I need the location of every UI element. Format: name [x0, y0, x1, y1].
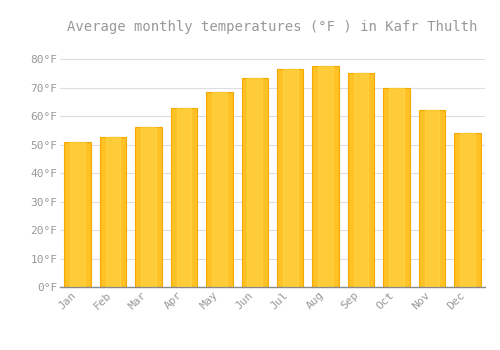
Bar — [277, 69, 303, 287]
Bar — [454, 133, 480, 287]
Bar — [64, 142, 91, 287]
Bar — [106, 138, 120, 287]
Bar — [170, 107, 197, 287]
Bar — [100, 138, 126, 287]
Bar — [70, 142, 85, 287]
Bar — [460, 133, 474, 287]
Bar — [141, 127, 156, 287]
Title: Average monthly temperatures (°F ) in Kafr Thulth: Average monthly temperatures (°F ) in Ka… — [68, 20, 478, 34]
Bar — [312, 66, 339, 287]
Bar — [424, 110, 439, 287]
Bar — [212, 92, 226, 287]
Bar — [318, 66, 333, 287]
Bar — [348, 74, 374, 287]
Bar — [283, 69, 298, 287]
Bar — [354, 74, 368, 287]
Bar — [176, 107, 192, 287]
Bar — [248, 78, 262, 287]
Bar — [136, 127, 162, 287]
Bar — [389, 88, 404, 287]
Bar — [242, 78, 268, 287]
Bar — [418, 110, 445, 287]
Bar — [206, 92, 233, 287]
Bar — [383, 88, 409, 287]
